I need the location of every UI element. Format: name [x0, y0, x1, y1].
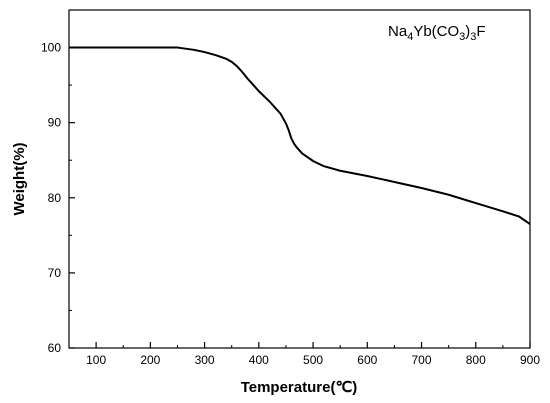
y-tick-label: 80	[48, 191, 62, 205]
x-tick-label: 900	[520, 353, 540, 367]
y-axis-ticks: 60 70 80 90 100	[41, 41, 75, 355]
weight-curve	[69, 46, 531, 225]
y-tick-label: 70	[48, 266, 62, 280]
plot-frame	[68, 9, 531, 349]
y-tick-label: 100	[41, 41, 61, 55]
legend-text-part: Na	[388, 23, 408, 40]
legend-subscript: 4	[407, 31, 413, 43]
y-axis-title: Weight(%)	[11, 142, 28, 215]
x-axis-title: Temperature(℃)	[241, 379, 358, 396]
legend-text-part: F	[476, 23, 485, 40]
x-tick-label: 800	[466, 353, 486, 367]
legend-label: Na4Yb(CO3)3F	[388, 23, 486, 43]
x-tick-label: 600	[357, 353, 377, 367]
x-tick-label: 400	[249, 353, 269, 367]
x-tick-label: 300	[195, 353, 215, 367]
x-tick-label: 200	[140, 353, 160, 367]
x-tick-label: 100	[86, 353, 106, 367]
x-axis-ticks: 100 200 300 400 500 600 700 800 900	[68, 342, 540, 367]
y-tick-label: 60	[48, 341, 62, 355]
legend-text-part: Yb(CO	[413, 23, 459, 40]
legend-subscript: 3	[459, 31, 465, 43]
x-tick-label: 500	[303, 353, 323, 367]
y-tick-label: 90	[48, 116, 62, 130]
legend-subscript: 3	[470, 31, 476, 43]
x-tick-label: 700	[412, 353, 432, 367]
legend-text-part: )	[465, 23, 470, 40]
